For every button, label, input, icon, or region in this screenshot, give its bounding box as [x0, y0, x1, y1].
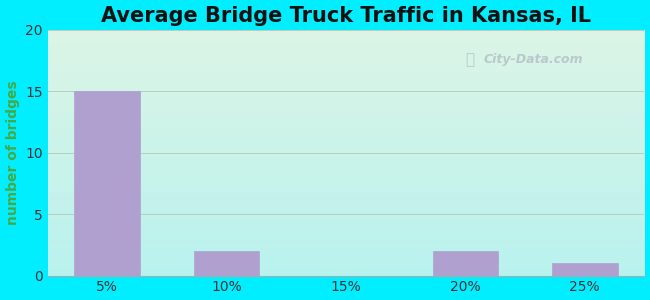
Bar	[75, 91, 140, 276]
Title: Average Bridge Truck Traffic in Kansas, IL: Average Bridge Truck Traffic in Kansas, …	[101, 6, 591, 26]
Bar	[552, 263, 618, 276]
Text: City-Data.com: City-Data.com	[484, 53, 583, 66]
Text: ⌕: ⌕	[465, 52, 474, 67]
Y-axis label: number of bridges: number of bridges	[6, 80, 20, 225]
Bar	[194, 251, 259, 276]
Bar	[432, 251, 498, 276]
